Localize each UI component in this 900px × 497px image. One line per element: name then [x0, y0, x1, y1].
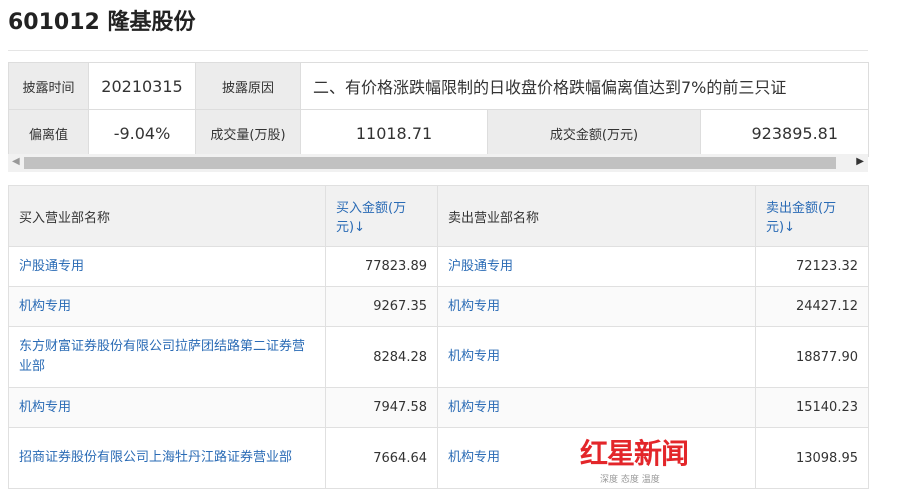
- sell-name-header: 卖出营业部名称: [437, 185, 756, 247]
- deviation-label: 偏离值: [8, 109, 89, 157]
- sell-department-link[interactable]: 机构专用: [437, 286, 756, 327]
- disclose-time-value: 20210315: [88, 62, 196, 110]
- scrollbar-thumb[interactable]: [24, 157, 836, 169]
- sell-department-link[interactable]: 机构专用: [437, 427, 756, 489]
- watermark-logo: 红星新闻: [580, 437, 689, 470]
- sell-amount-header[interactable]: 卖出金额(万元)↓: [755, 185, 869, 247]
- sell-department-link[interactable]: 机构专用: [437, 387, 756, 428]
- disclose-time-label: 披露时间: [8, 62, 89, 110]
- trading-departments-table: 买入营业部名称 买入金额(万元)↓ 卖出营业部名称 卖出金额(万元)↓ 沪股通专…: [8, 185, 869, 489]
- table-row: 东方财富证券股份有限公司拉萨团结路第二证券营业部 8284.28 机构专用 18877…: [8, 326, 869, 388]
- sell-amount: 13098.95: [755, 427, 869, 489]
- buy-department-link[interactable]: 沪股通专用: [8, 246, 326, 287]
- buy-department-link[interactable]: 招商证券股份有限公司上海牡丹江路证券营业部: [8, 427, 326, 489]
- volume-value: 11018.71: [300, 109, 488, 157]
- buy-amount: 77823.89: [325, 246, 438, 287]
- buy-amount-header[interactable]: 买入金额(万元)↓: [325, 185, 438, 247]
- sell-department-link[interactable]: 沪股通专用: [437, 246, 756, 287]
- buy-department-link[interactable]: 东方财富证券股份有限公司拉萨团结路第二证券营业部: [8, 326, 326, 388]
- amount-label: 成交金额(万元): [487, 109, 701, 157]
- buy-amount: 8284.28: [325, 326, 438, 388]
- table-row: 沪股通专用 77823.89 沪股通专用 72123.32: [8, 246, 869, 287]
- deviation-value: -9.04%: [88, 109, 196, 157]
- horizontal-scrollbar[interactable]: ◀ ▶: [8, 154, 868, 172]
- sell-department-link[interactable]: 机构专用: [437, 326, 756, 388]
- watermark-slogan: 深度 态度 温度: [600, 475, 660, 485]
- buy-amount: 9267.35: [325, 286, 438, 327]
- divider: [8, 50, 868, 51]
- amount-value: 923895.81: [699, 109, 870, 157]
- scroll-left-icon[interactable]: ◀: [12, 156, 20, 167]
- buy-amount: 7664.64: [325, 427, 438, 489]
- disclose-reason-value: 二、有价格涨跌幅限制的日收盘价格跌幅偏离值达到7%的前三只证: [299, 62, 870, 110]
- scroll-right-icon[interactable]: ▶: [856, 156, 864, 167]
- table-row: 机构专用 7947.58 机构专用 15140.23: [8, 387, 869, 428]
- volume-label: 成交量(万股): [195, 109, 301, 157]
- sell-amount: 24427.12: [755, 286, 869, 327]
- sell-amount: 72123.32: [755, 246, 869, 287]
- buy-department-link[interactable]: 机构专用: [8, 387, 326, 428]
- buy-department-link[interactable]: 机构专用: [8, 286, 326, 327]
- sell-amount: 18877.90: [755, 326, 869, 388]
- buy-amount: 7947.58: [325, 387, 438, 428]
- table-row: 机构专用 9267.35 机构专用 24427.12: [8, 286, 869, 327]
- buy-name-header: 买入营业部名称: [8, 185, 326, 247]
- table-row: 招商证券股份有限公司上海牡丹江路证券营业部 7664.64 机构专用 13098.95: [8, 427, 869, 489]
- disclose-reason-label: 披露原因: [195, 62, 301, 110]
- page-title: 601012 隆基股份: [8, 10, 196, 35]
- disclosure-info-table: 披露时间 20210315 披露原因 二、有价格涨跌幅限制的日收盘价格跌幅偏离值…: [8, 62, 870, 157]
- sell-amount: 15140.23: [755, 387, 869, 428]
